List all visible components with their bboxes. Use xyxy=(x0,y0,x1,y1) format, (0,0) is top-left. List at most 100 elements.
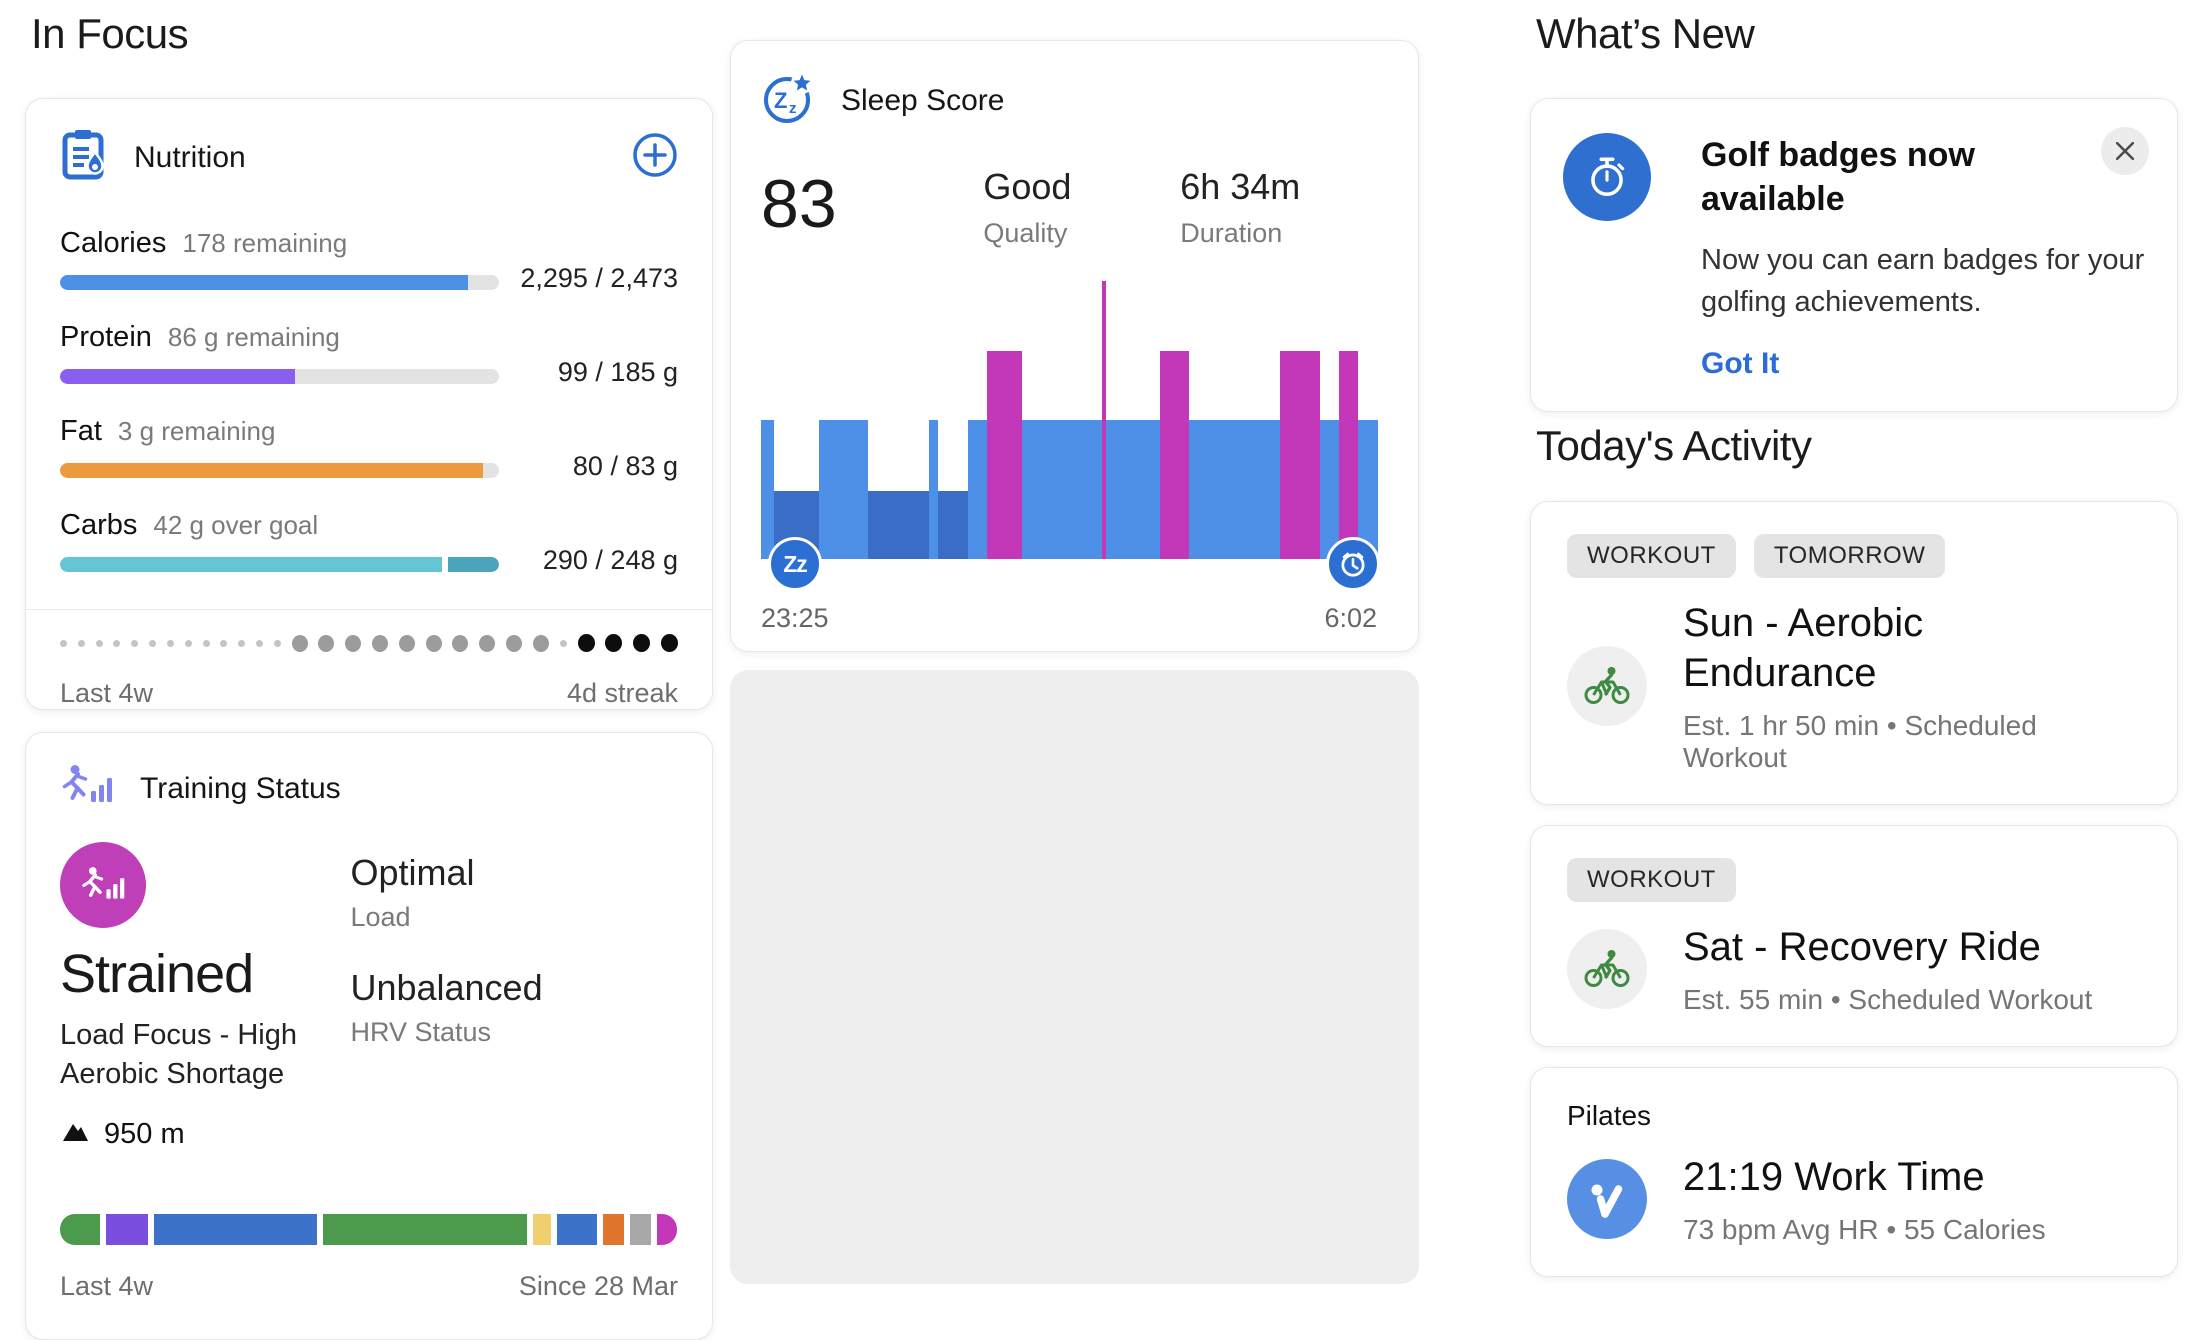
load-strip-segment xyxy=(556,1214,597,1245)
bedtime-badge-icon: Zz xyxy=(768,537,822,591)
sleep-segment-deep xyxy=(867,490,929,559)
nutrition-footer-range: Last 4w xyxy=(60,678,154,708)
training-status-badge-icon xyxy=(60,842,146,928)
tag-pill: TOMORROW xyxy=(1753,534,1946,578)
activity-title: Sun - Aerobic Endurance xyxy=(1683,601,1924,695)
load-label: Load xyxy=(350,902,411,932)
load-strip-segment xyxy=(602,1214,625,1245)
nutrient-status: 42 g over goal xyxy=(153,510,319,540)
streak-dot xyxy=(532,634,549,652)
load-strip-segment xyxy=(630,1214,652,1245)
load-strip-segment xyxy=(106,1214,149,1245)
activity-title: Sat - Recovery Ride xyxy=(1683,925,2041,969)
activity-subtitle: Est. 55 min • Scheduled Workout xyxy=(1683,984,2093,1015)
sleep-quality-value: Good xyxy=(983,166,1072,207)
streak-dot xyxy=(372,634,388,652)
nutrition-card-title: Nutrition xyxy=(134,140,246,174)
add-food-button[interactable] xyxy=(632,132,678,183)
streak-dot xyxy=(95,639,103,647)
streak-dots xyxy=(60,634,678,652)
training-status-card[interactable]: Training Status Strained xyxy=(25,732,713,1340)
nutrient-label: Fat xyxy=(60,415,102,447)
load-strip-segment xyxy=(532,1214,551,1245)
streak-dot xyxy=(318,634,335,652)
activity-type-label: Pilates xyxy=(1567,1100,1652,1131)
todays-activity-heading: Today's Activity xyxy=(1536,422,1812,469)
streak-dot xyxy=(113,639,121,647)
stopwatch-icon xyxy=(1563,133,1651,221)
nutrient-status: 178 remaining xyxy=(182,228,348,258)
nutrient-progress-fill xyxy=(60,369,295,384)
whats-new-card-title: Golf badges now available xyxy=(1701,136,1975,218)
hrv-value: Unbalanced xyxy=(350,967,543,1008)
streak-dot xyxy=(77,639,85,647)
nutrition-row-calories: Calories 178 remaining 2,295 / 2,473 xyxy=(60,226,678,293)
sleep-segment-light xyxy=(1189,420,1280,559)
nutrient-label: Carbs xyxy=(60,509,138,541)
nutrient-progress-track xyxy=(60,463,499,478)
nutrition-card[interactable]: Nutrition Calories 178 remaining 2,295 / 2… xyxy=(25,98,713,710)
sleep-segment-deep xyxy=(938,490,968,559)
nutrient-status: 3 g remaining xyxy=(117,416,276,446)
hrv-label: HRV Status xyxy=(350,1017,492,1047)
whats-new-card-body: Now you can earn badges for your golfing… xyxy=(1701,244,2145,318)
tag-pill: WORKOUT xyxy=(1567,858,1736,902)
activity-tags: WORKOUT TOMORROW xyxy=(1567,534,2141,578)
sleep-segment-light xyxy=(761,420,774,559)
nutrition-card-header: Nutrition xyxy=(60,129,678,186)
load-strip-segment xyxy=(60,1214,101,1245)
streak-dot xyxy=(131,639,139,647)
cycling-icon xyxy=(1567,929,1647,1009)
streak-dot xyxy=(605,634,623,652)
sleep-segment-awake xyxy=(987,350,1023,559)
activity-card-list: WORKOUT TOMORROW Sun - Aerobic Endurance Es… xyxy=(1530,501,2178,1277)
in-focus-heading: In Focus xyxy=(31,10,189,57)
streak-dot xyxy=(345,634,362,652)
nutrition-rows: Calories 178 remaining 2,295 / 2,473 Protei… xyxy=(60,226,678,575)
streak-dot xyxy=(479,634,496,652)
streak-dot xyxy=(559,639,567,647)
load-strip-segment xyxy=(657,1214,678,1245)
pilates-check-icon xyxy=(1567,1159,1647,1239)
sleep-segment-awake xyxy=(1338,350,1359,559)
activity-card[interactable]: Pilates 21:19 Work Time 73 bpm Avg HR • 55… xyxy=(1530,1067,2178,1277)
streak-dot xyxy=(633,634,651,652)
nutrient-progress-track xyxy=(60,275,499,290)
sleep-segment-light xyxy=(1022,420,1102,559)
streak-dot xyxy=(60,639,67,647)
sleep-segment-light xyxy=(1319,420,1339,559)
load-strip-segment xyxy=(154,1214,317,1245)
activity-tags: WORKOUT xyxy=(1567,858,2141,902)
streak-dot xyxy=(452,634,469,652)
nutrition-row-fat: Fat 3 g remaining 80 / 83 g xyxy=(60,414,678,481)
mountain-icon xyxy=(60,1118,90,1151)
whats-new-card: Golf badges now available Now you can ea… xyxy=(1530,98,2178,412)
sleep-card-header: Z z Sleep Score xyxy=(761,71,1377,130)
load-value: Optimal xyxy=(350,852,475,893)
whats-new-heading: What’s New xyxy=(1536,10,1755,57)
sleep-card-title: Sleep Score xyxy=(841,83,1005,117)
activity-title: 21:19 Work Time xyxy=(1683,1155,1985,1199)
sleep-segment-light xyxy=(967,420,987,559)
sleep-score-value: 83 xyxy=(761,166,837,242)
nutrition-icon xyxy=(60,129,108,186)
bed-time-label: 23:25 xyxy=(761,603,829,633)
sleep-segment-awake xyxy=(1160,350,1190,559)
training-footer-since: Since 28 Mar xyxy=(518,1271,678,1301)
training-card-header: Training Status xyxy=(60,763,678,814)
activity-subtitle: 73 bpm Avg HR • 55 Calories xyxy=(1683,1214,2046,1245)
nutrition-row-carbs: Carbs 42 g over goal 290 / 248 g xyxy=(60,508,678,575)
sleep-score-card[interactable]: Z z Sleep Score 83 Good Quality 6h 34m D… xyxy=(730,40,1419,652)
streak-dot xyxy=(149,639,157,647)
close-icon[interactable] xyxy=(2101,127,2149,175)
nutrient-value: 290 / 248 g xyxy=(542,545,678,575)
activity-card[interactable]: WORKOUT Sat - Recovery Ride Est. 55 min • … xyxy=(1530,825,2178,1047)
divider xyxy=(26,609,712,610)
training-status-value: Strained xyxy=(60,944,254,1004)
tag-pill: WORKOUT xyxy=(1567,534,1736,578)
got-it-button[interactable]: Got It xyxy=(1701,347,1780,380)
training-footer-range: Last 4w xyxy=(60,1271,154,1301)
streak-dot xyxy=(506,634,523,652)
activity-card[interactable]: WORKOUT TOMORROW Sun - Aerobic Endurance Es… xyxy=(1530,501,2178,805)
nutrient-progress-fill xyxy=(60,463,484,478)
